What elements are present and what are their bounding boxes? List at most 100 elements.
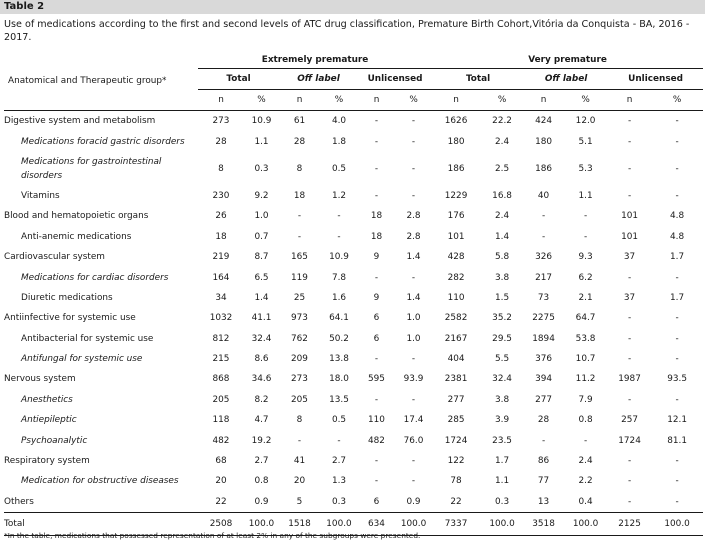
table-cell: 1.2 — [331, 190, 347, 201]
table-cell: 2.4 — [578, 456, 593, 467]
table-row: Medications for cardiac disorders 164 6.5 1… — [4, 267, 703, 287]
table-cell: - — [411, 456, 416, 467]
table-cell: - — [675, 136, 679, 147]
table-cell: 8 — [218, 163, 224, 174]
row-label: Medications for cardiac disorders — [21, 272, 169, 283]
row-label: Medications for gastrointestinal disorde… — [21, 156, 162, 181]
table-cell: 37 — [623, 252, 636, 263]
table-cell: 394 — [535, 374, 553, 385]
table-cell: 2.4 — [495, 136, 510, 147]
table-cell: 13.5 — [329, 394, 349, 405]
table-cell: 93.9 — [403, 374, 424, 385]
table-cell: 13 — [537, 496, 550, 507]
table-cell: 41 — [293, 456, 306, 467]
table-cell: 1.7 — [670, 252, 685, 263]
table-cell: 101 — [447, 231, 465, 242]
table-body: Digestive system and metabolism 273 10.9 61… — [4, 111, 703, 513]
table-cell: - — [675, 354, 679, 365]
table-row: Anti-anemic medications 18 0.7 - - 18 2.8 101 1.… — [4, 227, 703, 247]
total-cell: 100.0 — [244, 512, 279, 537]
table-cell: 32.4 — [251, 333, 272, 344]
table-row: Diuretic medications 34 1.4 25 1.6 9 1.4 110 1.5… — [4, 288, 703, 308]
row-label: Antifungal for systemic use — [21, 354, 143, 365]
table-cell: - — [627, 190, 632, 201]
table-cell: 5.3 — [578, 163, 593, 174]
total-cell: 100.0 — [395, 512, 433, 537]
table-cell: 482 — [212, 435, 230, 446]
table-cell: 2.7 — [331, 456, 347, 467]
table-cell: 4.0 — [331, 116, 347, 127]
table-cell: 73 — [537, 292, 550, 303]
total-row: Total 2508 100.0 1518 100.0 634 100.0 73… — [4, 512, 704, 537]
table-cell: - — [297, 435, 302, 446]
table-cell: 595 — [368, 374, 385, 385]
row-label: Antiinfective for systemic use — [4, 313, 136, 324]
total-cell: 100.0 — [563, 512, 609, 537]
table-cell: 1.7 — [670, 292, 685, 303]
table-cell: - — [675, 313, 679, 324]
table-cell: 19.2 — [251, 435, 272, 446]
row-label: Others — [4, 496, 34, 507]
table-cell: 1.6 — [331, 292, 347, 303]
total-cell: 7337 — [432, 512, 481, 537]
table-cell: 3.8 — [495, 272, 510, 283]
table-cell: 230 — [212, 190, 230, 201]
total-cell: 634 — [358, 512, 395, 537]
table-cell: - — [337, 435, 341, 446]
table-cell: 9.3 — [578, 252, 593, 263]
row-label: Nervous system — [4, 374, 76, 385]
table-cell: - — [627, 333, 632, 344]
table-cell: 176 — [447, 211, 465, 222]
table-cell: - — [627, 456, 632, 467]
table-cell: 10.9 — [329, 252, 349, 263]
row-label: Medication for obstructive diseases — [21, 476, 179, 487]
total-cell: 100.0 — [320, 512, 358, 537]
table-cell: 76.0 — [403, 435, 424, 446]
header-row-subgroups: Total Off label Unlicensed Total Off lab… — [4, 68, 704, 90]
table-cell: 7.8 — [331, 272, 347, 283]
table-cell: 18.0 — [329, 374, 349, 385]
table-cell: 35.2 — [492, 313, 512, 324]
table-cell: 1.1 — [495, 476, 510, 487]
table-caption: Use of medications according to the firs… — [4, 19, 690, 43]
table-row: Antifungal for systemic use 215 8.6 209 13.8… — [4, 349, 703, 369]
table-cell: 8 — [296, 415, 303, 426]
table-cell: 40 — [537, 190, 550, 201]
table-row: Antibacterial for systemic use 812 32.4 762… — [4, 329, 703, 349]
table-cell: 93.5 — [667, 374, 687, 385]
table-cell: 2275 — [532, 313, 555, 324]
table-cell: - — [675, 394, 679, 405]
table-cell: 973 — [291, 313, 308, 324]
table-cell: 9.2 — [254, 190, 269, 201]
table-cell: 68 — [215, 456, 227, 467]
table-cell: - — [627, 313, 632, 324]
table-cell: - — [541, 231, 546, 242]
table-cell: - — [374, 136, 379, 147]
table-cell: 5.1 — [578, 136, 593, 147]
table-cell: 1.0 — [254, 211, 269, 222]
table-cell: 0.8 — [254, 476, 269, 487]
table-cell: 164 — [212, 272, 230, 283]
table-cell: 6.5 — [254, 272, 269, 283]
table-cell: 37 — [623, 292, 636, 303]
table-cell: 186 — [535, 163, 553, 174]
table-cell: 257 — [621, 415, 639, 426]
group-column-header: Anatomical and Therapeutic group* — [4, 52, 198, 111]
table-cell: 25 — [293, 292, 306, 303]
table-cell: 424 — [535, 116, 553, 127]
table-cell: 0.5 — [331, 415, 347, 426]
table-cell: 32.4 — [492, 374, 512, 385]
table-cell: 5 — [296, 496, 303, 507]
table-cell: - — [374, 190, 379, 201]
table-cell: - — [627, 163, 632, 174]
table-row: Antiepileptic 118 4.7 8 0.5 110 17.4 285 3.9 28 0.… — [4, 410, 703, 430]
table-cell: 10.7 — [575, 354, 596, 365]
stat-n: n — [358, 89, 395, 111]
table-cell: 12.1 — [667, 415, 687, 426]
table-cell: 53.8 — [575, 333, 596, 344]
table-cell: 16.8 — [492, 190, 512, 201]
table-cell: - — [675, 116, 679, 127]
stat-pct: % — [244, 89, 279, 111]
table-cell: 2167 — [444, 333, 468, 344]
subheader-unlicensed: Unlicensed — [358, 68, 433, 90]
